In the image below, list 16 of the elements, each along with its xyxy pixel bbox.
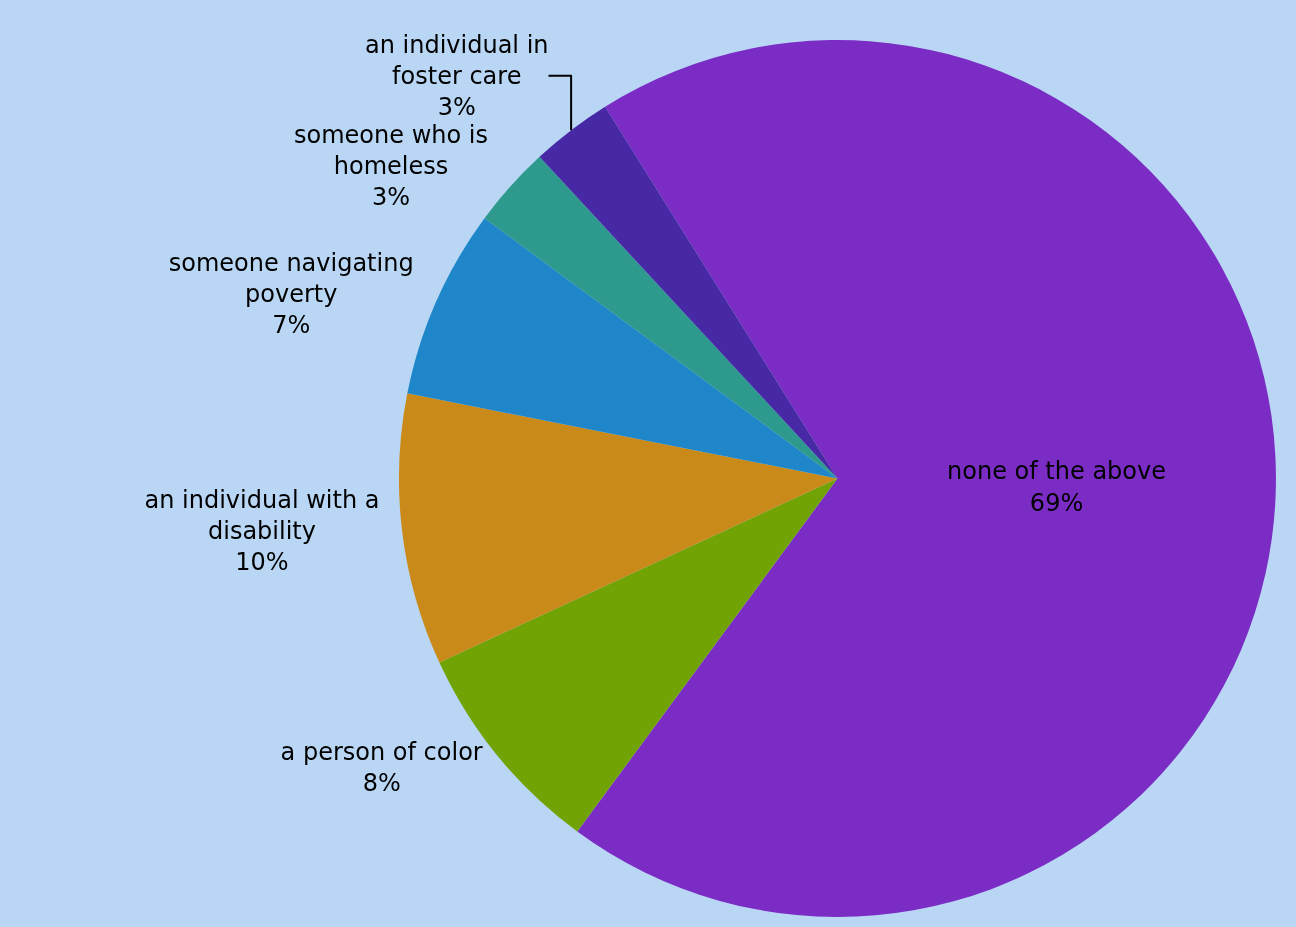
slice-label: an individual with a disability (144, 485, 380, 546)
data-label: 3% (371, 183, 411, 212)
slice-label: someone who is homeless (294, 120, 488, 181)
data-label: 8% (362, 769, 401, 798)
pie-slice (399, 393, 838, 663)
data-label: 69% (1029, 488, 1084, 517)
slice-label: someone navigating poverty (168, 248, 414, 309)
slice-label: an individual in foster care (364, 30, 549, 90)
data-label: 7% (272, 311, 311, 340)
pie-slice (577, 40, 1276, 917)
slice-label: none of the above (947, 457, 1166, 486)
data-label: 10% (235, 548, 289, 577)
slice-label: a person of color (280, 737, 483, 766)
data-label: 3% (437, 92, 476, 121)
pie-slice (539, 106, 838, 479)
pie-slice (484, 156, 838, 479)
